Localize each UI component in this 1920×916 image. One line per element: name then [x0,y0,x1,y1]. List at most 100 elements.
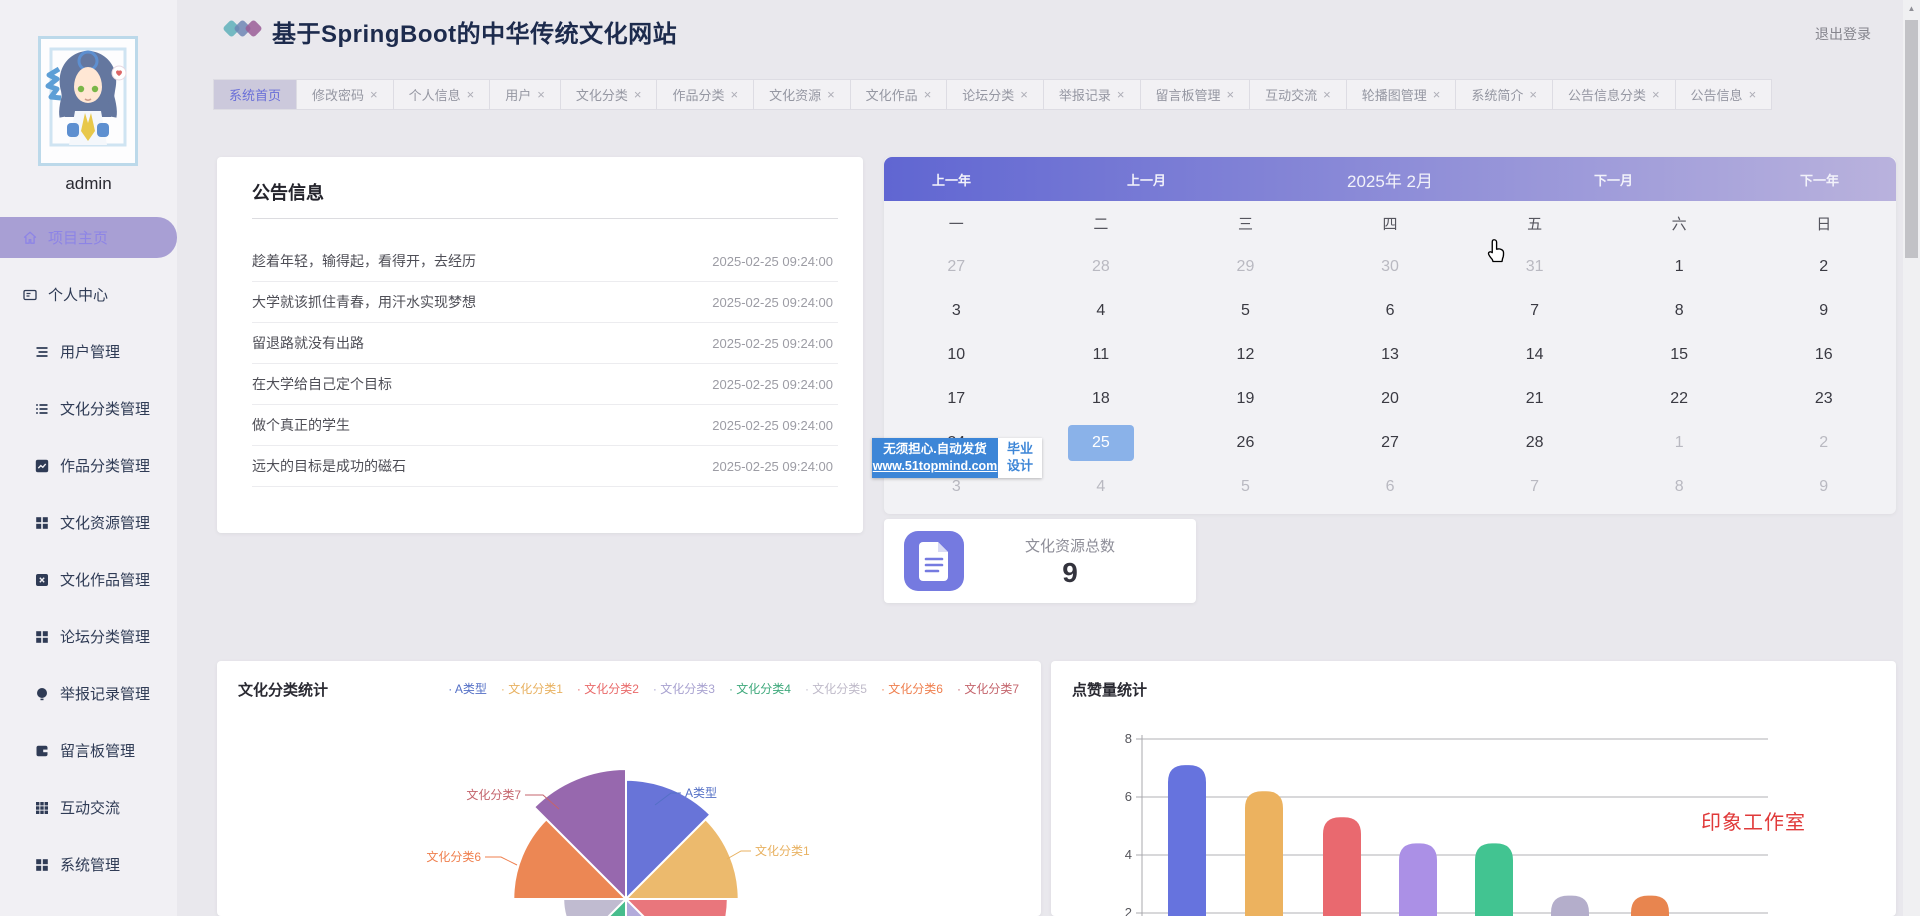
calendar-day[interactable]: 2 [1819,258,1829,275]
legend-item[interactable]: · 文化分类1 [500,682,563,696]
calendar-day[interactable]: 1 [1674,434,1684,451]
sidebar-item[interactable]: 举报记录管理 [0,673,177,714]
calendar-day[interactable]: 27 [947,258,966,275]
calendar-day[interactable]: 15 [1670,346,1689,363]
logout-button[interactable]: 退出登录 [1815,26,1871,42]
scrollbar-up-arrow[interactable]: ▲ [1907,4,1916,13]
tab-close-icon[interactable]: × [1432,87,1441,102]
tab[interactable]: 论坛分类 × [947,79,1044,110]
calendar-day[interactable]: 3 [951,302,961,319]
sidebar-item[interactable]: 作品分类管理 [0,445,177,486]
tab-close-icon[interactable]: × [370,87,378,102]
tab[interactable]: 文化分类 × [560,79,658,110]
tab-close-icon[interactable]: × [537,87,545,102]
legend-item[interactable]: · 文化分类3 [652,682,715,696]
calendar-day[interactable]: 10 [947,346,966,363]
calendar-day[interactable]: 19 [1236,390,1255,407]
tab-close-icon[interactable]: × [1748,87,1757,102]
tab[interactable]: 公告信息 × [1675,79,1773,110]
calendar-day[interactable]: 30 [1381,258,1399,275]
calendar-day[interactable]: 8 [1674,302,1684,319]
calendar-prev-month-button[interactable]: 上一月 [1127,172,1167,188]
tab[interactable]: 公告信息分类 × [1552,79,1676,110]
tab[interactable]: 个人信息 × [393,79,491,110]
tab-close-icon[interactable]: × [1116,87,1125,102]
sidebar-item[interactable]: 项目主页 [0,217,177,258]
tab[interactable]: 文化资源 × [754,79,851,110]
calendar-day[interactable]: 29 [1236,258,1255,275]
calendar-day[interactable]: 7 [1530,478,1540,495]
sidebar-item[interactable]: 论坛分类管理 [0,616,177,657]
calendar-day[interactable]: 8 [1674,478,1684,495]
calendar-day[interactable]: 9 [1819,302,1829,319]
scrollbar-thumb[interactable] [1905,20,1918,258]
tab[interactable]: 举报记录 × [1043,79,1141,110]
calendar-day[interactable]: 11 [1092,346,1110,363]
tab-close-icon[interactable]: × [1323,87,1331,102]
calendar-day[interactable]: 5 [1240,478,1250,495]
tab-close-icon[interactable]: × [730,87,739,102]
tab[interactable]: 系统首页 [213,79,298,110]
calendar-day[interactable]: 4 [1096,302,1106,319]
calendar-prev-year-button[interactable]: 上一年 [932,172,972,188]
tab[interactable]: 修改密码 × [297,79,394,110]
calendar-day[interactable]: 22 [1670,390,1689,407]
calendar-day[interactable]: 3 [951,478,961,495]
calendar-day[interactable]: 7 [1530,302,1540,319]
calendar-day[interactable]: 6 [1385,302,1395,319]
calendar-day[interactable]: 14 [1525,346,1544,363]
calendar-day[interactable]: 9 [1819,478,1829,495]
sidebar-item[interactable]: 文化资源管理 [0,502,177,543]
calendar-day[interactable]: 18 [1091,390,1110,407]
calendar-day[interactable]: 17 [947,390,966,407]
legend-item[interactable]: · 文化分类4 [728,682,791,696]
page-scrollbar[interactable]: ▲ [1903,0,1920,916]
legend-item[interactable]: · 文化分类7 [956,682,1019,696]
calendar-day[interactable]: 25 [1029,421,1174,465]
tab-close-icon[interactable]: × [827,87,835,102]
sidebar-item[interactable]: 文化作品管理 [0,559,177,600]
watermark-ad[interactable]: 无须担心.自动发货 www.51topmind.com 毕业 设计 [872,438,1042,478]
calendar-next-year-button[interactable]: 下一年 [1800,172,1840,188]
calendar-day[interactable]: 6 [1385,478,1395,495]
calendar-day[interactable]: 12 [1236,346,1255,363]
legend-item[interactable]: · 文化分类2 [576,682,639,696]
sidebar-item[interactable]: 留言板管理 [0,730,177,771]
tab[interactable]: 留言板管理 × [1140,79,1251,110]
tab[interactable]: 作品分类 × [657,79,755,110]
calendar-day[interactable]: 27 [1381,434,1399,451]
tab-close-icon[interactable]: × [1651,87,1660,102]
calendar-day[interactable]: 1 [1674,258,1684,275]
calendar-day[interactable]: 28 [1091,258,1110,275]
calendar-day[interactable]: 26 [1236,434,1255,451]
calendar-day[interactable]: 23 [1814,390,1833,407]
calendar-day[interactable]: 16 [1814,346,1833,363]
calendar-day[interactable]: 31 [1525,258,1544,275]
calendar-day[interactable]: 20 [1381,390,1399,407]
legend-item[interactable]: · 文化分类6 [880,682,943,696]
tab-close-icon[interactable]: × [466,87,475,102]
tab-close-icon[interactable]: × [1226,87,1235,102]
calendar-day[interactable]: 2 [1819,434,1829,451]
sidebar-item[interactable]: 个人中心 [0,274,177,315]
sidebar-item[interactable]: 文化分类管理 [0,388,177,429]
calendar-day[interactable]: 13 [1381,346,1399,363]
tab-close-icon[interactable]: × [1020,87,1028,102]
sidebar-item[interactable]: 用户管理 [0,331,177,372]
tab-close-icon[interactable]: × [633,87,642,102]
sidebar-item[interactable]: 系统管理 [0,844,177,885]
legend-item[interactable]: · A类型 [448,682,487,696]
tab[interactable]: 互动交流 × [1250,79,1347,110]
sidebar-item[interactable]: 互动交流 [0,787,177,828]
tab-close-icon[interactable]: × [923,87,932,102]
calendar-day[interactable]: 21 [1525,390,1544,407]
calendar-next-month-button[interactable]: 下一月 [1594,172,1634,188]
tab[interactable]: 系统简介 × [1456,79,1553,110]
tab-close-icon[interactable]: × [1529,87,1537,102]
tab[interactable]: 用户 × [490,79,561,110]
calendar-day[interactable]: 28 [1525,434,1544,451]
calendar-day[interactable]: 4 [1096,478,1106,495]
legend-item[interactable]: · 文化分类5 [804,682,867,696]
calendar-day[interactable]: 5 [1240,302,1250,319]
tab[interactable]: 文化作品 × [850,79,948,110]
